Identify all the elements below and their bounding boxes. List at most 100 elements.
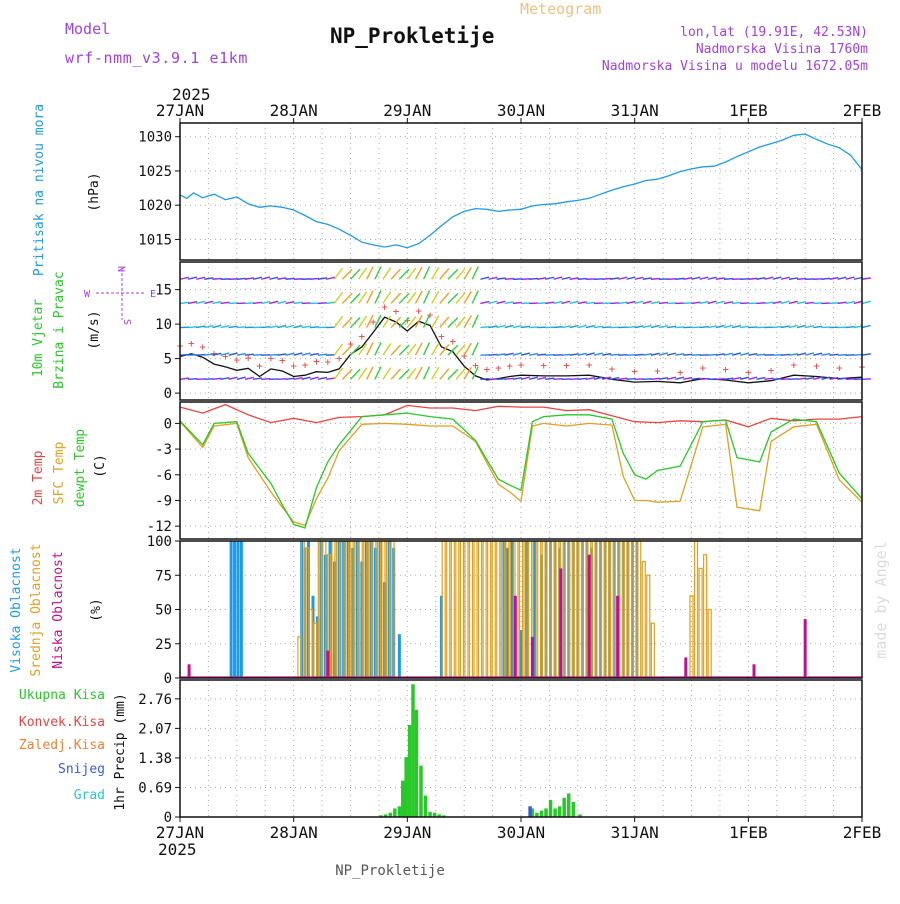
ukupna-kisa-bar (393, 808, 397, 817)
gust-marker: + (222, 350, 229, 363)
visoka-oblacnost-bar (240, 541, 243, 678)
wind-arrow (310, 327, 319, 328)
srednja-oblacnost-bar (597, 541, 600, 678)
temp-unit-label: (C) (93, 454, 108, 477)
cloud-unit-label: (%) (89, 598, 104, 621)
wind-arrow (237, 327, 246, 328)
wind-arrow (562, 301, 571, 303)
wind-arrow (813, 377, 822, 379)
wind-arrow (513, 302, 522, 303)
wind-arrow (765, 302, 774, 303)
wind-arrow (432, 291, 439, 303)
y-tick-label: 10 (155, 317, 172, 333)
wind-arrow (367, 291, 373, 304)
wind-arrow (586, 326, 595, 328)
wind-arrow (424, 342, 430, 355)
gust-marker: + (438, 330, 445, 343)
wind-arrow (830, 278, 839, 280)
wind-arrow (497, 326, 506, 328)
wind-arrow (781, 354, 790, 355)
gust-marker: + (279, 354, 286, 367)
legend-hail: Grad (74, 788, 105, 803)
wind-arrow (310, 278, 319, 279)
wind-arrow (415, 367, 422, 379)
wind-arrow (391, 269, 400, 279)
wind-arrow (415, 291, 422, 303)
gust-marker: + (336, 352, 343, 365)
wind-arrow (505, 279, 514, 280)
wind-arrow (618, 277, 627, 279)
x-tick-label-top: 1FEB (729, 101, 768, 120)
temperature-panel: 0-3-6-9-12 (147, 402, 862, 539)
wind-arrow (537, 278, 546, 279)
x-tick-label-bottom: 31JAN (611, 823, 659, 842)
x-tick-label-bottom: 28JAN (270, 823, 318, 842)
wind-arrow (594, 353, 603, 355)
wind-arrow (489, 301, 498, 303)
footer-station-name: NP_Prokletije (335, 863, 445, 879)
wind-arrow (286, 325, 295, 327)
wind-arrow (375, 367, 381, 380)
srednja-oblacnost-bar (456, 541, 459, 678)
wind-arrow (692, 277, 701, 279)
wind-arrow (732, 378, 741, 380)
wind-arrow (578, 279, 587, 280)
srednja-oblacnost-bar (547, 541, 550, 678)
wind-arrow (440, 293, 449, 304)
wind-arrow (821, 327, 830, 328)
wind-arrow (424, 267, 430, 280)
wind-arrow (635, 301, 644, 303)
ukupna-kisa-bar (540, 811, 544, 817)
niska-oblacnost-bar (326, 651, 329, 678)
gust-marker: + (256, 360, 263, 373)
wind-arrow (553, 327, 562, 328)
wind-panel: 151050++++++++++++++++++++++++++++++++++… (155, 262, 866, 402)
gust-marker: + (245, 351, 252, 364)
wind-arrow (318, 377, 327, 379)
wind-arrow (610, 378, 619, 380)
wind-arrow (196, 355, 205, 356)
wind-arrow (643, 278, 652, 279)
wind-arrow (578, 325, 587, 327)
wind-arrow (521, 353, 530, 355)
x-tick-label-top: 2FEB (843, 101, 882, 120)
gust-marker: + (188, 337, 195, 350)
wind-arrow (545, 277, 554, 279)
gust-marker: + (359, 330, 366, 343)
gust-marker: + (700, 362, 707, 375)
wind-arrow (724, 302, 733, 304)
wind-arrow (196, 326, 205, 327)
wind-arrow (797, 279, 806, 280)
wind-arrow (277, 326, 286, 328)
y-tick-label: 75 (155, 568, 172, 584)
sfc-temp-axis-title: SFC Temp (52, 442, 67, 505)
wind-arrow (448, 369, 458, 379)
wind-arrow (375, 291, 381, 304)
srednja-oblacnost-bar (483, 541, 486, 678)
wind-arrow (813, 353, 822, 355)
wind-arrow (618, 302, 627, 303)
gust-marker: + (199, 340, 206, 353)
wind-arrow (651, 378, 660, 379)
wind-arrow (399, 345, 409, 355)
srednja-oblacnost-bar (642, 562, 645, 678)
srednja-oblacnost-bar (451, 541, 454, 678)
wind-arrow (724, 378, 733, 379)
visoka-oblacnost-bar (236, 541, 239, 678)
wind-arrow (716, 301, 725, 303)
low-cloud-axis-title: Niska Oblacnost (51, 551, 66, 668)
srednja-oblacnost-bar (488, 541, 491, 678)
wind-arrow (180, 277, 189, 279)
wind-arrow (708, 326, 717, 328)
wind-arrow (683, 278, 692, 280)
wind-arrow (367, 367, 373, 380)
wind-arrow (862, 379, 871, 380)
wind-arrow (659, 302, 668, 303)
year-label-bottom: 2025 (158, 840, 197, 859)
wind-arrow (545, 378, 554, 379)
wind-arrow (862, 354, 871, 355)
gust-marker: + (540, 359, 547, 372)
wind-arrow (391, 317, 400, 327)
wind-arrow (797, 378, 806, 379)
